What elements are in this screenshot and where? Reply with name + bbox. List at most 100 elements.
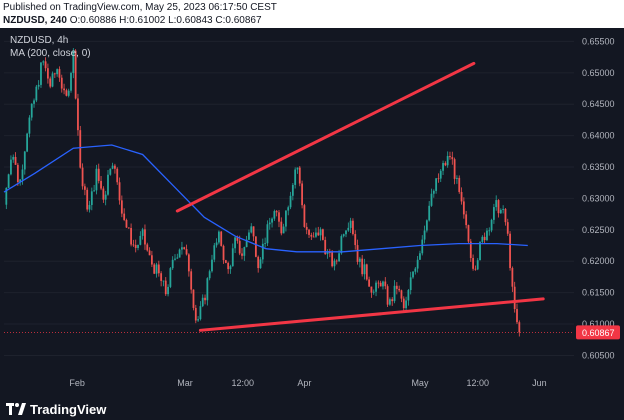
- candle-body: [382, 281, 384, 287]
- candle-body: [308, 229, 310, 235]
- candle-body: [102, 188, 105, 200]
- candle-body: [363, 264, 366, 275]
- candle-body: [492, 207, 495, 220]
- ohlc-values: O:0.60886 H:0.61002 L:0.60843 C:0.60867: [69, 15, 262, 26]
- time-tick-label: 12:00: [466, 378, 489, 388]
- price-chart[interactable]: 0.65500 0.65000 0.64500 0.64000 0.63500 0.630…: [0, 28, 624, 392]
- candle-body: [358, 258, 361, 262]
- price-tick-label: 0.64000: [582, 131, 615, 141]
- candle-body: [5, 187, 8, 205]
- candle-body: [181, 247, 183, 250]
- candle-body: [499, 209, 502, 214]
- price-tick-label: 0.63000: [582, 193, 615, 203]
- candle-body: [264, 243, 267, 245]
- candle-body: [405, 300, 407, 309]
- candle-body: [19, 179, 22, 182]
- candle-body: [432, 190, 435, 194]
- symbol-ohlc-line: NZDUSD, 240 O:0.60886 H:0.61002 L:0.6084…: [3, 15, 262, 26]
- candle-body: [370, 286, 373, 293]
- candle-body: [331, 252, 334, 267]
- candle-body: [280, 221, 283, 234]
- price-tick-label: 0.63500: [582, 162, 615, 172]
- candle-body: [437, 178, 440, 180]
- candle-body: [141, 229, 144, 236]
- candle-body: [153, 264, 156, 274]
- candle-body: [386, 286, 389, 305]
- candle-body: [502, 208, 505, 210]
- candle-body: [513, 286, 516, 310]
- candle-body: [197, 319, 200, 321]
- candle-body: [201, 297, 204, 307]
- candle-body: [335, 260, 338, 262]
- candle-body: [319, 229, 322, 236]
- candle-body: [444, 163, 447, 166]
- candle-body: [134, 244, 137, 248]
- candle-body: [289, 195, 292, 208]
- candle-body: [449, 156, 451, 158]
- tradingview-brand[interactable]: TradingView: [6, 402, 106, 418]
- candles: [5, 48, 521, 337]
- candle-body: [365, 264, 368, 280]
- candle-body: [227, 262, 230, 270]
- candle-body: [47, 68, 49, 79]
- candle-body: [273, 211, 276, 219]
- candle-body: [458, 177, 461, 192]
- candle-body: [409, 277, 412, 291]
- candle-body: [97, 168, 100, 181]
- candle-body: [21, 169, 24, 180]
- candle-body: [442, 163, 444, 171]
- candle-body: [391, 299, 394, 302]
- candle-body: [160, 273, 163, 281]
- candle-body: [296, 167, 299, 170]
- candle-body: [155, 264, 158, 274]
- time-tick-label: Feb: [69, 378, 85, 388]
- candle-body: [120, 200, 123, 214]
- candle-body: [400, 290, 403, 299]
- candle-body: [377, 282, 380, 284]
- candle-body: [384, 281, 387, 287]
- candle-body: [222, 245, 225, 261]
- candle-body: [275, 211, 278, 213]
- candle-body: [194, 307, 197, 321]
- candle-body: [509, 233, 511, 269]
- candle-body: [511, 268, 514, 287]
- candle-body: [395, 285, 398, 289]
- candle-body: [398, 288, 401, 291]
- candle-body: [81, 167, 84, 187]
- candle-body: [495, 200, 498, 208]
- candle-body: [132, 244, 135, 246]
- candle-body: [93, 190, 96, 192]
- candle-body: [467, 225, 470, 242]
- candle-body: [324, 239, 327, 255]
- price-tick-label: 0.65000: [582, 68, 615, 78]
- candle-body: [266, 224, 269, 244]
- candle-body: [416, 259, 419, 269]
- candle-body: [60, 77, 63, 89]
- candle-body: [14, 156, 17, 165]
- price-axis: 0.65500 0.65000 0.64500 0.64000 0.63500 0.630…: [4, 36, 620, 360]
- candle-body: [368, 279, 371, 287]
- candle-body: [465, 214, 468, 226]
- candle-body: [224, 260, 227, 263]
- price-tick-label: 0.62000: [582, 256, 615, 266]
- candle-body: [95, 168, 98, 191]
- ma-200-line: [3, 144, 528, 253]
- candle-body: [486, 230, 488, 241]
- candle-body: [114, 165, 116, 169]
- candle-body: [137, 244, 139, 248]
- candle-body: [342, 234, 345, 237]
- candle-body: [58, 69, 61, 78]
- candle-body: [305, 226, 308, 230]
- candle-body: [472, 258, 474, 269]
- chart-legend: NZDUSD, 4h MA (200, close, 0): [10, 34, 91, 60]
- candle-body: [7, 174, 10, 188]
- grid: [4, 40, 574, 356]
- last-price-label: 0.60867: [582, 328, 615, 338]
- candle-body: [12, 156, 15, 160]
- candle-body: [469, 241, 472, 259]
- candle-body: [361, 258, 364, 275]
- trendlines: [175, 61, 545, 332]
- candle-body: [139, 235, 142, 245]
- candle-body: [506, 222, 509, 234]
- candle-body: [190, 271, 193, 290]
